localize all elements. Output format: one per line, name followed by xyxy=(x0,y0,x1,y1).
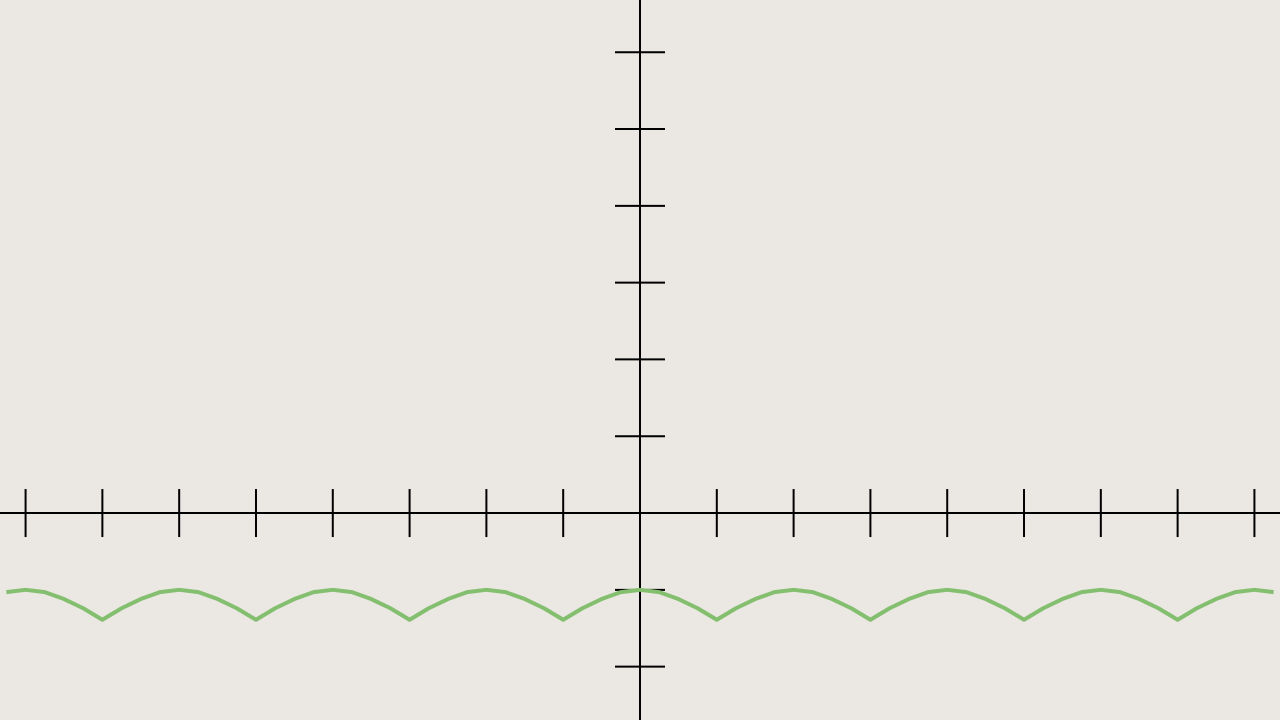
curve xyxy=(6,587,1274,622)
